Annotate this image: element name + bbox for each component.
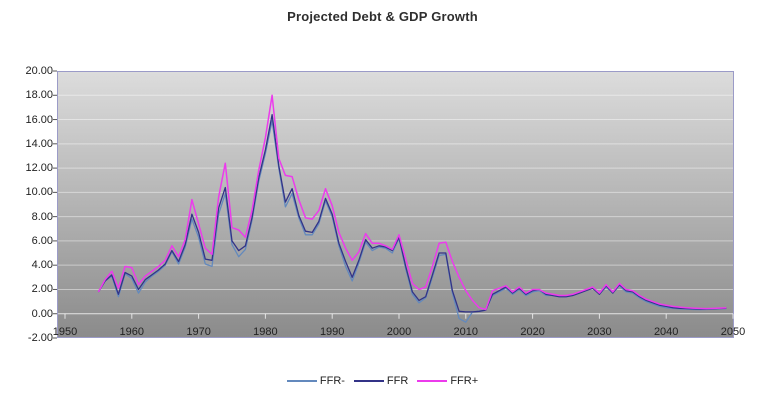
x-axis-label: 1970	[186, 326, 211, 338]
legend-label-ffr: FFR	[386, 375, 409, 387]
x-axis-label: 2040	[653, 326, 679, 338]
x-axis-label: 2000	[386, 326, 412, 338]
y-axis-label: 20.00	[25, 65, 53, 77]
legend-label-ffr-minus: FFR-	[319, 375, 345, 387]
y-axis-label: 6.00	[31, 234, 53, 247]
legend-line-swatch-ffr	[353, 380, 384, 382]
y-axis-label: 8.00	[31, 210, 53, 223]
legend-line-swatch-ffr-plus	[417, 380, 448, 382]
legend-line-swatch-ffr-minus	[286, 380, 317, 382]
plot-area	[57, 71, 734, 338]
y-axis-label: 16.00	[25, 113, 53, 126]
x-axis-label: 1960	[119, 326, 145, 338]
y-axis-label: 10.00	[25, 186, 53, 199]
x-axis-label: 2050	[720, 326, 746, 338]
x-axis-label: 2010	[453, 326, 479, 338]
chart-title: Projected Debt & GDP Growth	[287, 9, 478, 24]
x-axis-label: 1980	[253, 326, 278, 338]
legend: FFR- FFR FFR+	[0, 375, 765, 387]
legend-item-ffr-minus: FFR-	[286, 375, 345, 387]
y-axis-label: -2.00	[27, 332, 53, 344]
legend-item-ffr-plus: FFR+	[417, 375, 478, 387]
y-axis-label: 0.00	[31, 307, 53, 320]
y-axis-label: 12.00	[25, 162, 53, 175]
y-axis-label: 4.00	[31, 259, 53, 272]
x-axis-label: 1990	[319, 326, 345, 338]
y-axis-label: 2.00	[31, 283, 53, 296]
x-axis-label: 2030	[587, 326, 612, 338]
legend-label-ffr-plus: FFR+	[450, 375, 479, 387]
x-axis-label: 1950	[52, 326, 78, 338]
x-axis-label: 2020	[520, 326, 545, 338]
y-axis-label: 18.00	[25, 89, 53, 102]
legend-item-ffr: FFR	[353, 375, 409, 387]
y-axis-label: 14.00	[25, 137, 53, 150]
